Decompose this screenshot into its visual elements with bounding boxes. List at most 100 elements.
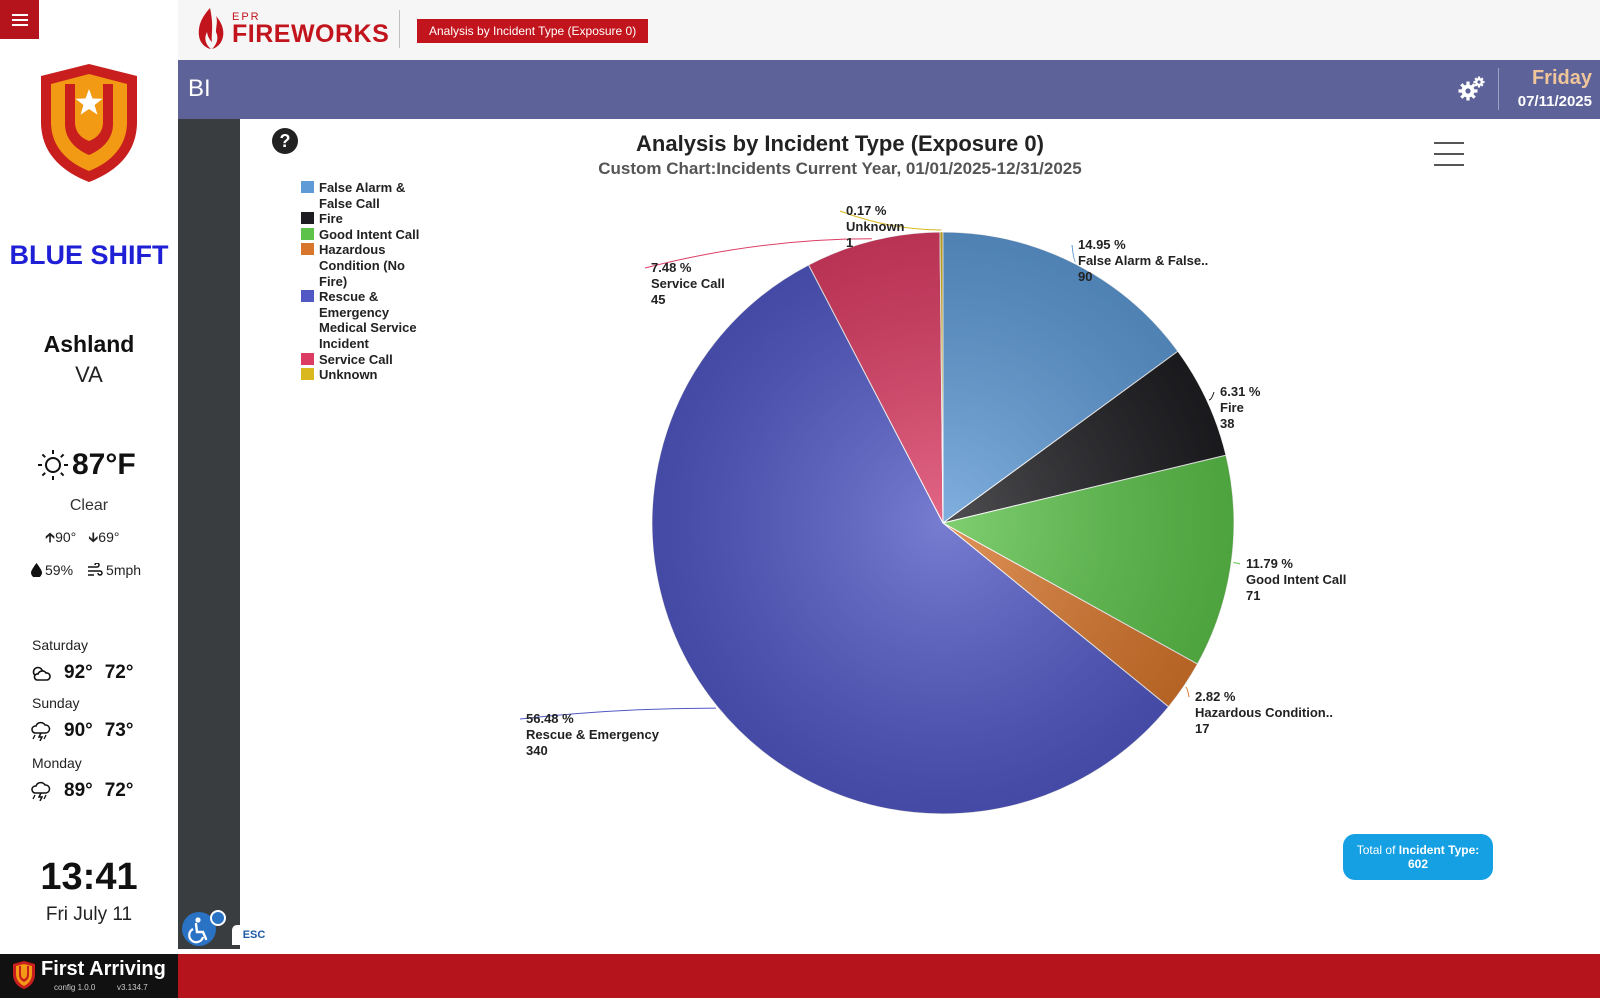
data-label: 2.82 % Hazardous Condition.. 17	[1195, 689, 1333, 736]
legend-label: False Alarm & False Call	[319, 180, 406, 211]
thunderstorm-icon	[31, 781, 51, 801]
chart-panel: 14.95 % False Alarm & False.. 90 6.31 % Fire…	[240, 119, 1600, 949]
legend-item[interactable]: Unknown	[301, 367, 421, 383]
data-label-connector	[839, 210, 942, 231]
humidity: 59%	[31, 562, 73, 578]
menu-icon	[11, 11, 28, 29]
forecast-row: 89° 72°	[30, 780, 133, 802]
data-label: 11.79 % Good Intent Call 71	[1246, 556, 1346, 603]
footer-version: v3.134.7	[117, 983, 148, 992]
epr-fireworks-logo: EPR FIREWORKS	[196, 6, 389, 50]
chart-title: Analysis by Incident Type (Exposure 0)	[636, 131, 1044, 156]
department-shield-logo	[41, 64, 137, 182]
accessibility-button[interactable]	[182, 912, 216, 946]
menu-button[interactable]	[0, 0, 39, 39]
city-name: Ashland	[43, 331, 135, 357]
current-weather: 87°F	[36, 448, 136, 482]
data-label-connector	[1208, 391, 1215, 401]
low-temp: 🡳69°	[88, 529, 120, 545]
data-label-connector	[1185, 686, 1190, 698]
section-title: BI	[188, 75, 211, 102]
legend-swatch	[301, 212, 314, 225]
total-value: 602	[1407, 857, 1429, 871]
high-temp: 🡱90°	[45, 529, 77, 545]
forecast-day: Saturday	[32, 637, 89, 653]
data-label-connector	[519, 707, 716, 720]
data-label: 0.17 % Unknown 1	[846, 203, 905, 250]
forecast-day: Monday	[32, 755, 82, 771]
wind: 5mph	[87, 562, 141, 578]
header-divider	[1498, 68, 1499, 110]
legend-swatch	[301, 368, 314, 381]
legend-swatch	[301, 243, 314, 256]
data-label-connector	[1233, 562, 1241, 565]
legend-swatch	[301, 227, 314, 240]
wind-icon	[88, 563, 103, 576]
data-label: 56.48 % Rescue & Emergency 340	[526, 711, 660, 758]
section-bar: BI Friday 07/11/2025	[178, 60, 1600, 119]
footer-config: config 1.0.0	[54, 983, 96, 992]
legend-item[interactable]: Hazardous Condition (No Fire)	[301, 242, 421, 289]
total-badge[interactable]: Total of Incident Type: 602	[1343, 834, 1493, 880]
esc-button[interactable]: ESC	[232, 925, 276, 945]
forecast-day: Sunday	[32, 695, 80, 711]
forecast-row: 90° 73°	[30, 720, 133, 742]
legend-label: Hazardous Condition (No Fire)	[319, 242, 405, 289]
footer-brand-name: First Arriving	[41, 958, 166, 980]
humidity-wind: 59% 5mph	[31, 562, 141, 578]
current-temperature: 87°F	[72, 448, 136, 481]
state-name: VA	[75, 362, 103, 387]
dark-gutter	[178, 119, 240, 949]
high-low: 🡱90° 🡳69°	[45, 527, 119, 551]
logo-small-text: EPR	[232, 11, 261, 23]
data-label: 14.95 % False Alarm & False.. 90	[1078, 237, 1208, 284]
header-divider	[399, 10, 400, 48]
legend-swatch	[301, 290, 314, 303]
weather-condition: Clear	[69, 497, 109, 514]
total-label-line: Total of Incident Type:	[1356, 843, 1480, 857]
first-arriving-shield-icon	[13, 961, 35, 989]
data-label-connector	[1071, 244, 1076, 263]
legend-item[interactable]: Good Intent Call	[301, 227, 421, 243]
clock-date: Fri July 11	[45, 904, 133, 925]
legend-swatch	[301, 181, 314, 193]
legend-item[interactable]: Rescue & Emergency Medical Service Incid…	[301, 289, 421, 351]
pie-chart: 14.95 % False Alarm & False.. 90 6.31 % Fire…	[519, 203, 1346, 815]
shift-name: BLUE SHIFT	[9, 240, 169, 270]
header-date: 07/11/2025	[1517, 93, 1592, 110]
legend-item[interactable]: Fire	[301, 211, 421, 227]
chart-legend: False Alarm & False Call Fire Good Inten…	[301, 180, 421, 383]
arrow-up-icon: 🡱	[45, 529, 56, 545]
top-header: EPR FIREWORKS Analysis by Incident Type …	[178, 0, 1600, 60]
legend-label: Rescue & Emergency Medical Service Incid…	[319, 289, 417, 351]
logo-main-text: FIREWORKS	[232, 20, 390, 48]
header-day: Friday	[1531, 67, 1592, 89]
thunderstorm-icon	[31, 721, 51, 741]
fireworks-logo-icon	[198, 8, 224, 49]
page-tag: Analysis by Incident Type (Exposure 0)	[417, 19, 649, 43]
data-label: 6.31 % Fire 38	[1220, 384, 1261, 431]
chart-menu-icon[interactable]	[1434, 142, 1464, 170]
chart-subtitle: Custom Chart:Incidents Current Year, 01/…	[598, 159, 1082, 178]
first-arriving-logo: First Arriving config 1.0.0 v3.134.7	[0, 954, 178, 998]
legend-label: Good Intent Call	[319, 226, 420, 242]
footer-bar	[0, 954, 1600, 998]
accessibility-icon	[188, 917, 208, 944]
legend-swatch	[301, 352, 314, 365]
settings-gear-icon[interactable]	[1456, 74, 1486, 104]
droplet-icon	[31, 563, 42, 577]
legend-label: Service Call	[319, 351, 393, 367]
legend-label: Unknown	[319, 367, 378, 383]
data-label: 7.48 % Service Call 45	[651, 260, 725, 307]
check-badge-icon	[210, 910, 226, 926]
help-icon[interactable]: ?	[272, 128, 298, 154]
legend-item[interactable]: Service Call	[301, 352, 421, 368]
legend-item[interactable]: False Alarm & False Call	[301, 180, 421, 211]
legend-label: Fire	[319, 211, 343, 227]
arrow-down-icon: 🡳	[88, 529, 99, 545]
partly-cloudy-icon	[32, 666, 51, 681]
clock-time: 13:41	[40, 856, 138, 898]
left-sidebar: BLUE SHIFT Ashland VA 87°F Clear 🡱90° 🡳6…	[0, 0, 178, 954]
sun-icon	[38, 450, 68, 480]
data-label-connector	[644, 238, 872, 269]
